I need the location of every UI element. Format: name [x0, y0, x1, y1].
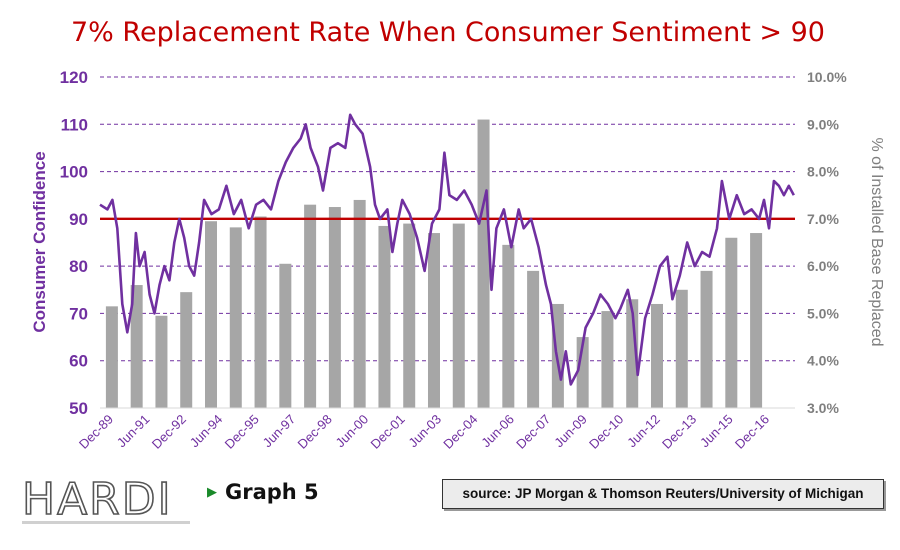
- x-tick-label: Jun-94: [187, 412, 226, 451]
- left-tick-label: 120: [60, 68, 88, 87]
- logo-text: HARDI: [22, 474, 173, 525]
- bar: [378, 225, 391, 408]
- hardi-logo: HARDI: [22, 474, 190, 526]
- right-tick-label: 8.0%: [807, 164, 839, 180]
- graph-label: ▶ Graph 5: [207, 480, 319, 504]
- bar: [700, 270, 713, 408]
- x-tick-label: Dec-07: [513, 412, 553, 452]
- bar: [403, 223, 416, 408]
- x-tick-label: Jun-06: [478, 412, 517, 451]
- right-tick-label: 4.0%: [807, 353, 839, 369]
- triangle-bullet-icon: ▶: [207, 485, 217, 500]
- right-tick-label: 6.0%: [807, 258, 839, 274]
- x-tick-label: Jun-12: [624, 412, 663, 451]
- right-tick-label: 5.0%: [807, 305, 839, 321]
- left-tick-label: 80: [69, 257, 88, 276]
- x-tick-label: Dec-04: [440, 412, 480, 452]
- bar: [180, 292, 193, 408]
- right-axis: 3.0% 4.0% 5.0% 6.0% 7.0% 8.0% 9.0% 10.0%: [807, 69, 847, 416]
- consumer-confidence-line: [99, 113, 795, 386]
- bar: [675, 289, 688, 408]
- left-tick-label: 50: [69, 399, 88, 418]
- chart: 7% Replacement Rate When Consumer Sentim…: [30, 17, 885, 452]
- bar: [477, 119, 490, 409]
- x-tick-label: Jun-97: [260, 412, 299, 451]
- bar: [502, 244, 515, 408]
- bar: [105, 306, 118, 408]
- right-tick-label: 3.0%: [807, 400, 839, 416]
- bar: [725, 237, 738, 408]
- x-tick-label: Jun-15: [697, 412, 736, 451]
- source-text: source: JP Morgan & Thomson Reuters/Univ…: [462, 486, 864, 501]
- right-tick-label: 7.0%: [807, 211, 839, 227]
- x-tick-label: Jun-00: [333, 412, 372, 451]
- left-tick-label: 100: [60, 163, 88, 182]
- x-tick-label: Dec-95: [222, 412, 262, 452]
- bar: [304, 204, 317, 408]
- bar: [427, 233, 440, 408]
- bar: [205, 221, 218, 408]
- x-tick-label: Dec-92: [149, 412, 189, 452]
- x-tick-label: Dec-01: [367, 412, 407, 452]
- bar: [130, 285, 143, 408]
- left-axis: 50 60 70 80 90 100 110 120: [60, 68, 88, 418]
- graph-label-text: Graph 5: [225, 480, 319, 504]
- x-tick-label: Dec-98: [295, 412, 335, 452]
- left-tick-label: 70: [69, 304, 88, 323]
- x-axis: Dec-89Jun-91Dec-92Jun-94Dec-95Jun-97Dec-…: [76, 407, 795, 452]
- x-tick-label: Dec-16: [732, 412, 772, 452]
- right-tick-label: 9.0%: [807, 116, 839, 132]
- x-tick-label: Jun-91: [114, 412, 153, 451]
- bar: [254, 216, 267, 408]
- bar: [155, 315, 168, 408]
- bar: [527, 270, 540, 408]
- x-tick-label: Dec-10: [586, 412, 626, 452]
- bars: [105, 119, 763, 409]
- bar: [328, 207, 341, 408]
- bar: [650, 303, 663, 408]
- left-tick-label: 110: [61, 115, 88, 134]
- logo-tagline-bar: [22, 521, 190, 524]
- left-tick-label: 90: [69, 210, 88, 229]
- left-tick-label: 60: [69, 352, 88, 371]
- bar: [353, 199, 366, 408]
- x-tick-label: Dec-13: [659, 412, 699, 452]
- right-axis-title: % of Installed Base Replaced: [868, 137, 885, 346]
- bar: [279, 263, 292, 408]
- bar: [626, 299, 639, 408]
- bar: [452, 223, 465, 408]
- series-line-group: [99, 113, 795, 386]
- left-axis-title: Consumer Confidence: [30, 151, 49, 332]
- bar: [750, 233, 763, 408]
- x-tick-label: Jun-09: [551, 412, 590, 451]
- bar: [601, 311, 614, 408]
- source-box: source: JP Morgan & Thomson Reuters/Univ…: [442, 479, 884, 509]
- chart-title: 7% Replacement Rate When Consumer Sentim…: [71, 17, 825, 48]
- bar: [229, 227, 242, 408]
- right-tick-label: 10.0%: [807, 69, 847, 85]
- x-tick-label: Jun-03: [405, 412, 444, 451]
